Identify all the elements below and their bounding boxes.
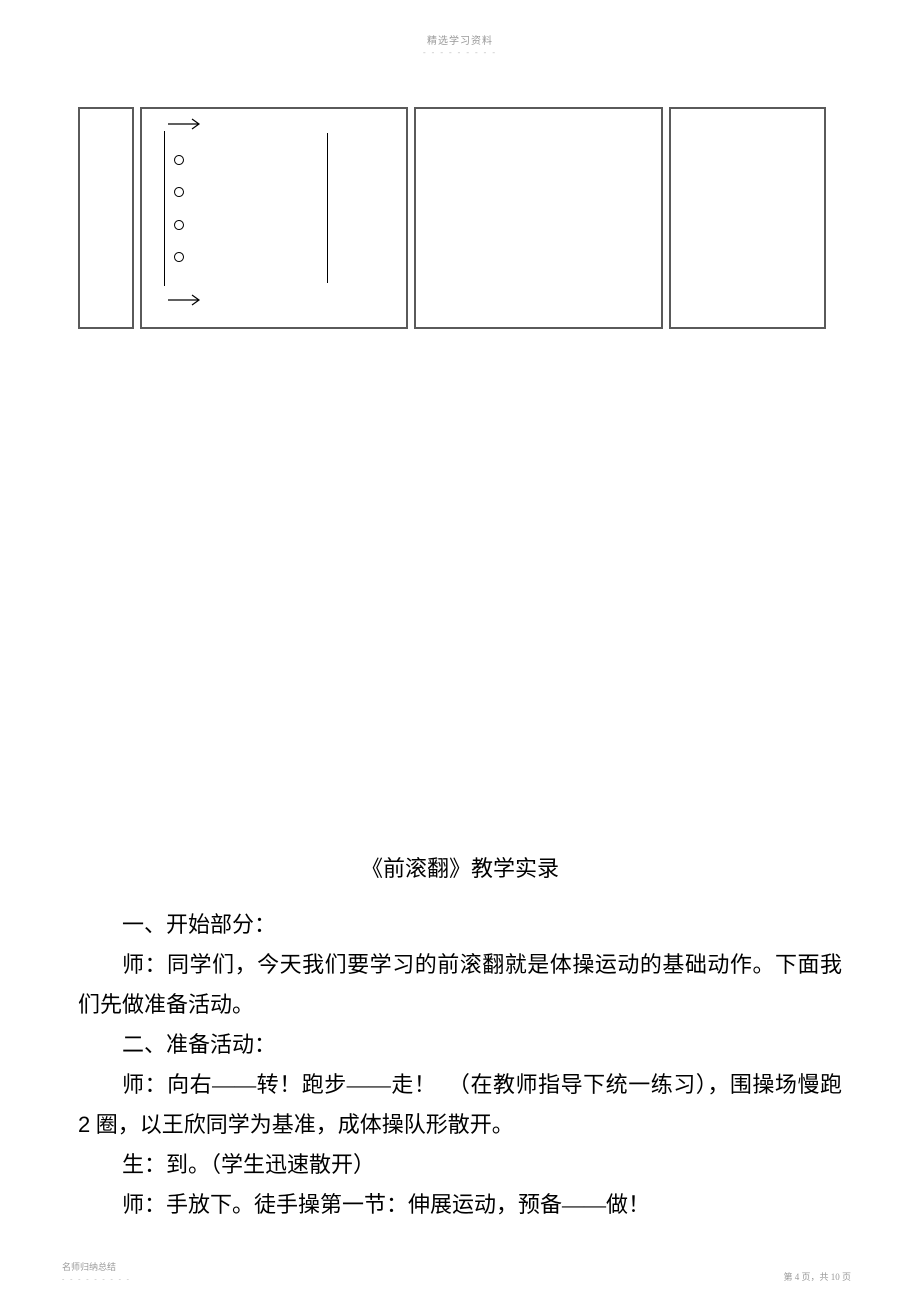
arrow-top-icon [166, 117, 206, 131]
diagram-left-line [164, 131, 165, 286]
circle-icon [174, 220, 185, 231]
circle-icon [174, 155, 185, 166]
arrow-bottom-icon [166, 293, 206, 307]
paragraph: 师：手放下。徒手操第一节：伸展运动，预备——做！ [78, 1185, 842, 1225]
page-header-dashes: - - - - - - - - - [78, 48, 842, 57]
table-col-2 [140, 107, 408, 329]
footer-left-dashes: - - - - - - - - - [62, 1275, 131, 1283]
paragraph: 二、准备活动： [78, 1025, 842, 1065]
footer-page-mid: 页，共 [799, 1272, 831, 1282]
layout-table [78, 107, 842, 329]
table-col-1 [78, 107, 134, 329]
document-title: 《前滚翻》教学实录 [78, 851, 842, 883]
footer-left-text: 名师归纳总结 [62, 1262, 116, 1272]
circle-icon [174, 252, 185, 263]
paragraph: 师：向右——转！跑步——走！ （在教师指导下统一练习），围操场慢跑 2 圈，以王… [78, 1065, 842, 1145]
page-header: 精选学习资料 [78, 32, 842, 47]
table-col-4 [669, 107, 826, 329]
diagram [164, 111, 344, 325]
footer-page-prefix: 第 [783, 1272, 794, 1282]
document-body: 《前滚翻》教学实录 一、开始部分： 师：同学们，今天我们要学习的前滚翻就是体操运… [78, 851, 842, 1225]
paragraph: 师：同学们，今天我们要学习的前滚翻就是体操运动的基础动作。下面我们先做准备活动。 [78, 945, 842, 1025]
circle-icon [174, 187, 185, 198]
paragraph: 一、开始部分： [78, 905, 842, 945]
footer-right: 第 4 页，共 10 页 [783, 1270, 851, 1283]
footer-page-suffix: 页 [840, 1272, 851, 1282]
table-col-3 [414, 107, 663, 329]
diagram-right-line [327, 133, 328, 283]
footer-left: 名师归纳总结 - - - - - - - - - [62, 1260, 131, 1283]
footer-page-total: 10 [831, 1272, 840, 1282]
paragraph: 生：到。（学生迅速散开） [78, 1145, 842, 1185]
page-root: 精选学习资料 - - - - - - - - - [0, 0, 920, 1303]
